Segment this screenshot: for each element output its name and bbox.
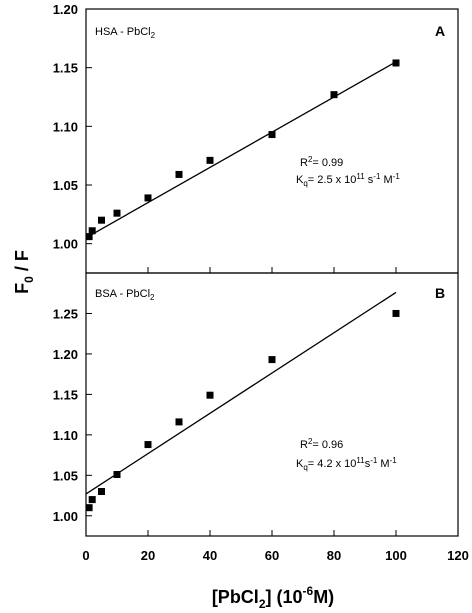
panel-a-title: HSA - PbCl2 <box>95 26 156 40</box>
panel-a: HSA - PbCl2 A R2= 0.99 Kq= 2.5 x 1011 s-… <box>53 2 459 274</box>
panel-a-fit-line <box>85 61 397 239</box>
panel-b-r2-pre: R <box>300 439 308 451</box>
panel-a-y-tick-label: 1.20 <box>53 2 78 17</box>
panel-a-data-point <box>206 156 214 164</box>
panel-a-r2-superscript: 2 <box>308 155 313 164</box>
x-axis-tick-label: 40 <box>203 548 217 563</box>
panel-a-data-point <box>175 170 183 178</box>
x-axis-tick-label: 60 <box>265 548 279 563</box>
panel-a-letter: A <box>435 23 445 39</box>
panel-a-data-point <box>98 216 105 224</box>
panel-b-y-tick-label: 1.20 <box>53 347 78 362</box>
x-axis-title-mid: ] (10 <box>266 587 303 607</box>
panel-b-y-tick-label: 1.10 <box>53 428 78 443</box>
y-axis-title-rest: / F <box>12 250 32 276</box>
panel-b-r2-superscript: 2 <box>308 437 313 446</box>
panel-b-data-point <box>392 309 400 317</box>
y-axis-title-subscript: 0 <box>22 276 36 283</box>
panel-b-r2-label: R2= 0.96 <box>300 437 343 451</box>
x-axis-title-post: M) <box>313 587 334 607</box>
panel-a-kq-sup3: -1 <box>393 172 401 181</box>
panel-b-data-point <box>206 391 214 399</box>
panel-b-y-tick-label: 1.00 <box>53 509 78 524</box>
panel-a-y-tick-label: 1.05 <box>53 178 78 193</box>
panel-a-kq-pre: K <box>296 174 304 186</box>
panel-a-data-point <box>268 131 276 139</box>
panel-b-data-point <box>88 496 96 504</box>
x-axis-tick-label: 120 <box>447 548 469 563</box>
panel-b-title-pre: BSA - PbCl <box>95 288 150 300</box>
panel-a-data-point <box>330 91 338 99</box>
panel-a-kq-mid3: M <box>380 174 392 186</box>
panel-b-r2-post: = 0.96 <box>312 439 343 451</box>
panel-b-y-tick-label: 1.05 <box>53 468 78 483</box>
panel-b-kq-sup3: -1 <box>390 456 398 465</box>
panel-b-kq-pre: K <box>296 458 304 470</box>
panel-a-y-tick-label: 1.00 <box>53 237 78 252</box>
panel-b-kq-sup2: -1 <box>370 456 378 465</box>
panel-b-kq-mid3: M <box>377 458 389 470</box>
panel-a-title-pre: HSA - PbCl <box>95 26 151 38</box>
panel-b-data-point <box>175 418 183 426</box>
panel-a-data-point <box>144 194 152 202</box>
panel-b-title-subscript: 2 <box>150 293 155 302</box>
panel-b-kq-sup1: 11 <box>356 456 365 465</box>
panel-b-data-point <box>113 470 121 478</box>
panel-b-data-point <box>268 356 276 364</box>
panel-a-data-point <box>85 233 93 241</box>
panel-a-r2-label: R2= 0.99 <box>300 155 343 169</box>
x-axis-title-subscript: 2 <box>259 597 266 611</box>
panel-a-r2-pre: R <box>300 157 308 169</box>
panel-a-kq-subscript: q <box>303 179 307 188</box>
x-axis-tick-label: 20 <box>141 548 155 563</box>
y-axis-title-main: F <box>12 283 32 294</box>
panel-b-data-point <box>144 441 152 449</box>
panel-b-kq-mid2: s <box>365 458 371 470</box>
panel-a-kq-sup2: -1 <box>373 172 381 181</box>
panel-a-title-subscript: 2 <box>151 31 156 40</box>
x-axis-title-superscript: -6 <box>303 584 314 598</box>
panel-a-data-point <box>392 59 400 67</box>
panel-b-y-tick-label: 1.25 <box>53 306 78 321</box>
panel-b-frame <box>85 272 459 537</box>
panel-b-kq-subscript: q <box>303 463 307 472</box>
x-axis-title-pre: [PbCl <box>212 587 259 607</box>
x-axis-tick-label: 0 <box>82 548 89 563</box>
panel-a-kq-mid2: s <box>365 174 374 186</box>
panel-b-fit-line <box>85 291 397 495</box>
x-axis-tick-label: 80 <box>327 548 341 563</box>
panel-b: BSA - PbCl2 B R2= 0.96 Kq= 4.2 x 1011s-1… <box>53 272 459 537</box>
panel-a-data-point <box>88 227 96 235</box>
panel-a-kq-mid: = 2.5 x 10 <box>308 174 357 186</box>
x-axis-tick-labels: 0 20 40 60 80 100 120 <box>82 548 468 563</box>
panel-a-kq-sup1: 11 <box>356 172 365 181</box>
panel-a-data-point <box>113 209 121 217</box>
panel-a-y-tick-label: 1.15 <box>53 61 78 76</box>
panel-a-y-tick-label: 1.10 <box>53 119 78 134</box>
panel-b-data-point <box>98 487 105 495</box>
panel-a-frame <box>85 8 459 274</box>
y-axis-title: F0 / F <box>12 250 36 294</box>
panel-a-kq-label: Kq= 2.5 x 1011 s-1 M-1 <box>296 172 400 188</box>
panel-b-kq-label: Kq= 4.2 x 1011s-1 M-1 <box>296 456 397 472</box>
panel-b-data-point <box>85 504 93 512</box>
panel-b-kq-mid: = 4.2 x 10 <box>308 458 357 470</box>
panel-b-letter: B <box>435 285 445 301</box>
panel-b-y-tick-label: 1.15 <box>53 387 78 402</box>
panel-b-title: BSA - PbCl2 <box>95 288 155 302</box>
panel-a-r2-post: = 0.99 <box>312 157 343 169</box>
x-axis-title: [PbCl2] (10-6M) <box>212 584 334 611</box>
x-axis-tick-label: 100 <box>385 548 407 563</box>
